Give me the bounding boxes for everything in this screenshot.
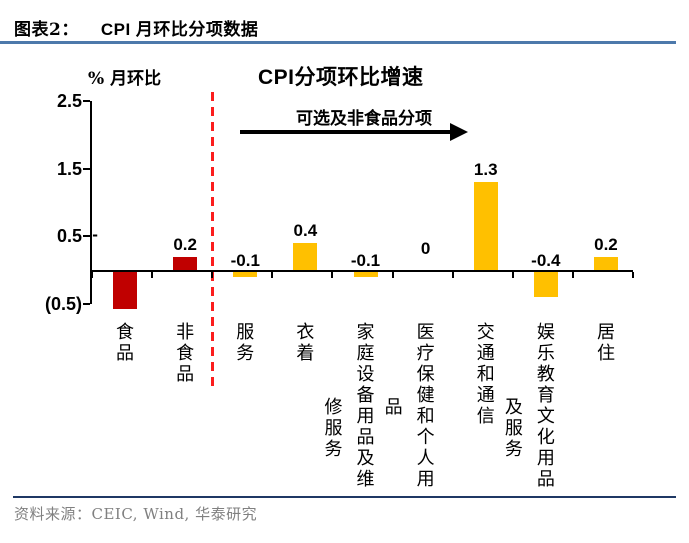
y-axis-tick: [83, 167, 90, 170]
header-rule: [0, 41, 676, 44]
y-tick-label: 1.5: [56, 158, 82, 179]
bar-value-label: 0.2: [173, 234, 197, 254]
bar-value-label: 0.2: [594, 234, 618, 254]
annotation-arrow-group: 可选及非食品分项: [240, 104, 470, 141]
y-tick-label: 2.5: [56, 91, 82, 112]
bar-value-label: 0.4: [293, 221, 318, 240]
bar: [533, 270, 558, 297]
x-axis-tick: [391, 272, 394, 278]
x-axis-tick: [211, 272, 214, 278]
category-label: 娱 乐 教 育 文 化 用 品: [536, 322, 555, 490]
bar-value-label: -: [92, 225, 98, 245]
footer-rule: [13, 496, 676, 498]
figure-header: 图表2： CPI 月环比分项数据: [14, 15, 258, 40]
category-label: 家 庭 设 备 用 品 及 维: [356, 322, 375, 490]
bar: [173, 256, 198, 270]
category-label: 居 住: [596, 322, 615, 364]
y-axis-line: [90, 101, 92, 304]
x-axis-tick: [151, 272, 154, 278]
y-tick-label: 0.5: [56, 226, 82, 247]
figure-title: CPI 月环比分项数据: [100, 20, 259, 39]
figure-number: 图表2：: [14, 20, 79, 40]
arrow-shaft: [240, 130, 452, 134]
bar-value-label: -0.1: [350, 251, 381, 270]
arrow-head-icon: [450, 123, 468, 141]
y-axis-tick: [83, 302, 90, 305]
bar: [593, 256, 618, 270]
x-axis-line: [90, 270, 633, 272]
annotation-text: 可选及非食品分项: [296, 109, 432, 129]
x-axis-tick: [571, 272, 574, 278]
y-tick-label: (0.5): [44, 293, 82, 314]
category-label: 医 疗 保 健 和 个 人 用: [416, 322, 435, 490]
bar-value-label: 0: [420, 239, 431, 258]
y-axis-unit-label: % 月环比: [88, 69, 162, 89]
category-label: 交 通 和 通 信: [476, 322, 495, 427]
source-note: 资料来源：CEIC, Wind, 华泰研究: [14, 505, 258, 523]
bar: [113, 270, 138, 310]
bar: [353, 270, 378, 277]
category-label-wrap: 品: [384, 397, 403, 418]
bar-value-label: 1.3: [473, 160, 498, 180]
category-label-wrap: 及 服 务: [504, 397, 523, 460]
chart-title: CPI分项环比增速: [258, 66, 424, 89]
y-axis-tick: [83, 100, 90, 103]
x-axis-tick: [331, 272, 334, 278]
category-label: 非 食 品: [176, 322, 195, 385]
category-label-wrap: 修 服 务: [324, 397, 343, 460]
bar-value-label: -0.4: [531, 251, 561, 270]
category-label: 衣 着: [296, 322, 315, 364]
x-axis-tick: [451, 272, 454, 278]
x-axis-tick: [91, 272, 93, 278]
bar: [233, 270, 258, 277]
x-axis-tick: [271, 272, 274, 278]
category-label: 食 品: [116, 322, 135, 364]
x-axis-tick: [632, 272, 634, 278]
red-dashed-divider-line: [211, 92, 214, 392]
bar: [293, 243, 318, 270]
x-axis-tick: [511, 272, 514, 278]
bar: [473, 182, 498, 270]
y-axis-tick: [83, 235, 90, 238]
category-label: 服 务: [236, 322, 255, 364]
bar-value-label: -0.1: [230, 251, 260, 270]
